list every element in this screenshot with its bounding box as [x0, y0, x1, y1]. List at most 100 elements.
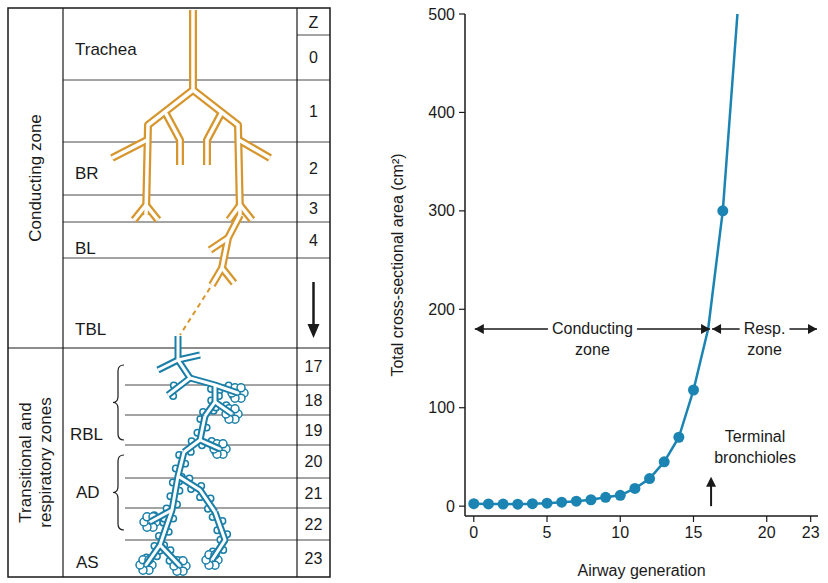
airway-lumen [212, 215, 240, 285]
airway-wall [205, 385, 215, 416]
airway-lumen [184, 416, 205, 452]
row-line [125, 478, 330, 479]
z-value: 23 [305, 550, 323, 567]
plot-area [468, 14, 737, 510]
x-tick-label: 23 [802, 524, 820, 541]
x-tick [620, 516, 621, 522]
airway-wall [146, 545, 160, 565]
airway-lumen [150, 510, 172, 522]
y-tick [459, 407, 465, 408]
x-tick-label: 20 [758, 524, 776, 541]
y-tick [459, 112, 465, 113]
airway-lumen [205, 385, 215, 416]
airway-wall [215, 402, 232, 414]
airway-wall [239, 140, 270, 158]
y-tick-label: 200 [428, 301, 455, 318]
y-tick-label: 300 [428, 202, 455, 219]
airway-wall [160, 545, 180, 566]
region-label: AS [76, 553, 99, 572]
airway-wall [212, 512, 225, 560]
x-tick-label: 15 [685, 524, 703, 541]
airway-lumen [134, 205, 146, 220]
data-point [585, 494, 596, 505]
x-tick [766, 516, 767, 522]
z-value: 21 [305, 485, 323, 502]
airway-lumen [207, 112, 222, 165]
airway-wall [158, 336, 178, 370]
annotation-text: zone [575, 341, 610, 358]
airway-wall [193, 90, 240, 215]
z-value: 19 [305, 422, 323, 439]
arrowhead [706, 477, 716, 487]
airway-lumen [240, 205, 252, 220]
region-label: BL [75, 239, 96, 258]
airway-lumen [178, 476, 215, 512]
data-point [600, 492, 611, 503]
airway-lumen [160, 545, 180, 566]
airway-continuation [180, 288, 210, 335]
data-point [688, 385, 699, 396]
region-label: TBL [75, 320, 106, 339]
airway-lumen [178, 355, 200, 360]
airway-lumen [158, 336, 178, 370]
respiratory-tree [136, 336, 248, 575]
label-ground [740, 320, 790, 337]
z-value: 0 [309, 49, 318, 66]
zone-label: respiratory zones [36, 397, 55, 527]
data-point [468, 498, 479, 509]
annotations: ConductingzoneResp.zoneTerminalbronchiol… [475, 320, 817, 506]
airway-wall [146, 10, 193, 215]
x-axis-title: Airway generation [577, 562, 705, 579]
airway-wall [184, 416, 205, 452]
y-tick-label: 100 [428, 399, 455, 416]
data-point [527, 498, 538, 509]
airway-diagram: TracheaBRBLTBLRBLADASConducting zoneTran… [8, 8, 330, 577]
airway-lumen [239, 140, 270, 158]
z-arrow [312, 282, 315, 326]
label-ground [548, 320, 637, 337]
y-tick [459, 13, 465, 14]
x-tick-label: 5 [543, 524, 552, 541]
data-point [717, 205, 728, 216]
airway-lumen [160, 452, 184, 545]
airway-wall [168, 360, 190, 395]
airway-lumen [200, 440, 220, 449]
arrowhead [712, 324, 721, 334]
annotation-text: Conducting [552, 320, 633, 337]
airway-wall [207, 112, 222, 165]
z-value: 22 [305, 516, 323, 533]
airway-lumen [210, 238, 228, 250]
data-point [615, 490, 626, 501]
y-tick [459, 309, 465, 310]
respiratory-walls [146, 336, 238, 566]
zone-label: Transitional and [16, 402, 35, 522]
data-point [571, 496, 582, 507]
x-tick [693, 516, 694, 522]
region-label: BR [75, 164, 99, 183]
y-axis [464, 14, 466, 516]
airway-wall [222, 268, 234, 283]
annotation-text: bronchioles [714, 449, 796, 466]
airway-lumen [168, 360, 190, 395]
y-tick-label: 400 [428, 104, 455, 121]
z-value: 1 [309, 103, 318, 120]
z-value: 4 [309, 232, 318, 249]
z-value: 20 [305, 453, 323, 470]
z-value: 17 [305, 358, 323, 375]
rbl-brace [113, 365, 124, 440]
y-tick [459, 210, 465, 211]
airway-lumen [146, 205, 158, 220]
data-point [644, 473, 655, 484]
airway-lumen [112, 140, 147, 158]
annotation-text: Terminal [725, 428, 785, 445]
arrowhead [701, 324, 710, 334]
data-point [556, 497, 567, 508]
airway-lumen [215, 402, 232, 414]
region-label: Trachea [75, 40, 137, 59]
airway-lumen [146, 545, 160, 565]
data-point [498, 499, 509, 510]
ad-brace [113, 455, 124, 530]
zone-divider [8, 347, 330, 348]
pointer-arrow [710, 485, 712, 507]
airway-lumen [193, 90, 240, 215]
